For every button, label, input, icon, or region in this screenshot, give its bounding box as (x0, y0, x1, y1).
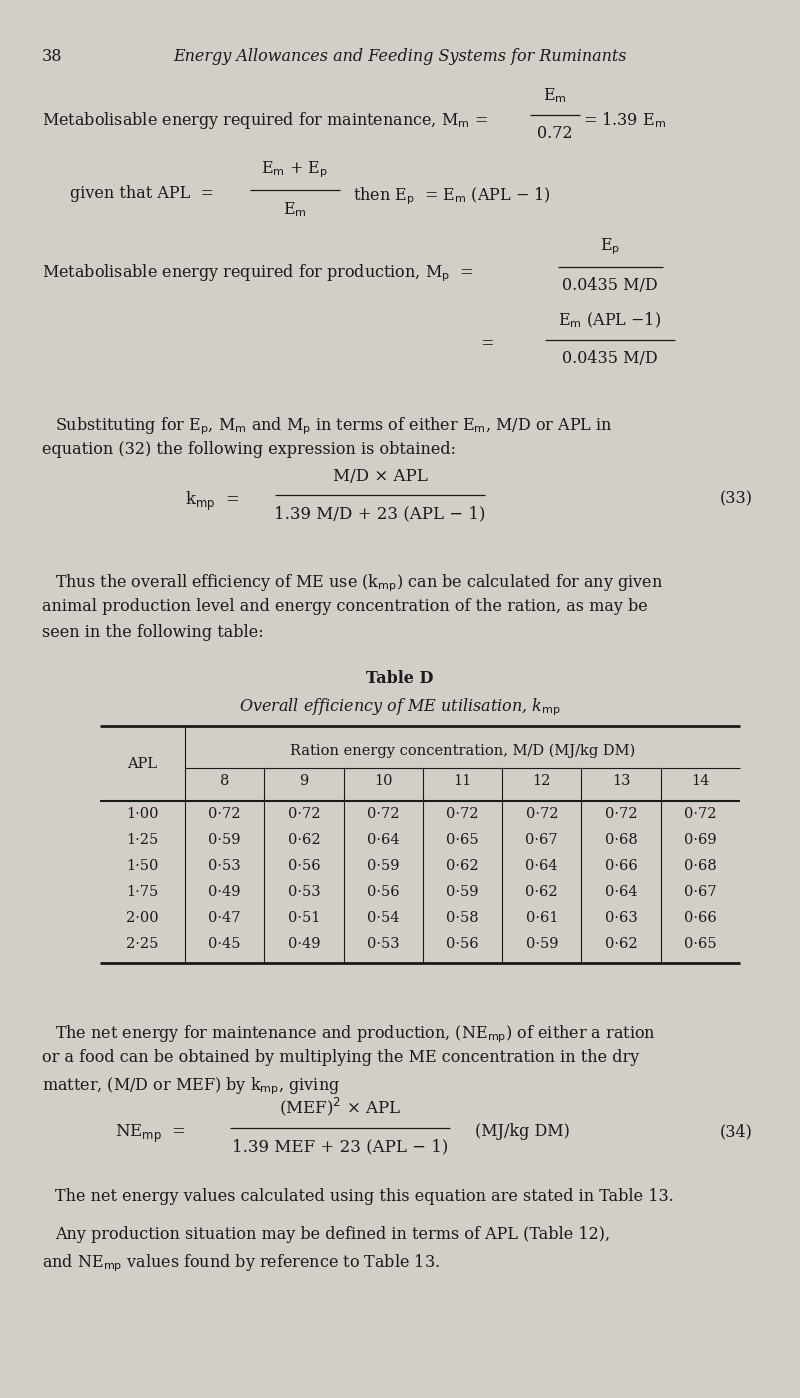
Text: 0.72: 0.72 (537, 124, 573, 143)
Text: 0·62: 0·62 (526, 885, 558, 899)
Text: M/D × APL: M/D × APL (333, 468, 427, 485)
Text: NE$_{\rm mp}$  =: NE$_{\rm mp}$ = (115, 1123, 186, 1145)
Text: Table D: Table D (366, 670, 434, 686)
Text: and NE$_{\rm mp}$ values found by reference to Table 13.: and NE$_{\rm mp}$ values found by refere… (42, 1253, 440, 1274)
Text: Substituting for E$_{\rm p}$, M$_{\rm m}$ and M$_{\rm p}$ in terms of either E$_: Substituting for E$_{\rm p}$, M$_{\rm m}… (55, 415, 613, 436)
Text: 8: 8 (220, 774, 230, 788)
Text: 0·59: 0·59 (367, 858, 399, 872)
Text: 0·59: 0·59 (208, 833, 241, 847)
Text: 0·69: 0·69 (684, 833, 717, 847)
Text: 1.39 MEF + 23 (APL − 1): 1.39 MEF + 23 (APL − 1) (232, 1138, 448, 1155)
Text: 0·72: 0·72 (526, 807, 558, 821)
Text: 0·63: 0·63 (605, 911, 638, 925)
Text: 0·56: 0·56 (288, 858, 320, 872)
Text: 0·56: 0·56 (367, 885, 399, 899)
Text: 0·62: 0·62 (605, 937, 638, 951)
Text: 0·45: 0·45 (208, 937, 241, 951)
Text: 2·00: 2·00 (126, 911, 159, 925)
Text: 0·47: 0·47 (208, 911, 241, 925)
Text: Overall efficiency of ME utilisation, k$_{\rm mp}$: Overall efficiency of ME utilisation, k$… (239, 696, 561, 717)
Text: 0·66: 0·66 (684, 911, 717, 925)
Text: k$_{\rm mp}$  =: k$_{\rm mp}$ = (185, 491, 239, 513)
Text: 0·51: 0·51 (288, 911, 320, 925)
Text: 0·64: 0·64 (367, 833, 399, 847)
Text: 0·59: 0·59 (446, 885, 478, 899)
Text: given that APL  =: given that APL = (70, 185, 214, 201)
Text: 0·72: 0·72 (208, 807, 241, 821)
Text: (MJ/kg DM): (MJ/kg DM) (475, 1123, 570, 1139)
Text: 38: 38 (42, 48, 62, 64)
Text: 0·64: 0·64 (526, 858, 558, 872)
Text: 0·72: 0·72 (605, 807, 638, 821)
Text: (33): (33) (720, 491, 753, 507)
Text: 1·25: 1·25 (126, 833, 158, 847)
Text: 1.39 M/D + 23 (APL − 1): 1.39 M/D + 23 (APL − 1) (274, 505, 486, 521)
Text: Thus the overall efficiency of ME use (k$_{\rm mp}$) can be calculated for any g: Thus the overall efficiency of ME use (k… (55, 572, 663, 594)
Text: 0·49: 0·49 (288, 937, 320, 951)
Text: 0·65: 0·65 (684, 937, 717, 951)
Text: 12: 12 (533, 774, 551, 788)
Text: E$_{\rm m}$ + E$_{\rm p}$: E$_{\rm m}$ + E$_{\rm p}$ (262, 159, 329, 180)
Text: 14: 14 (691, 774, 710, 788)
Text: 0·72: 0·72 (288, 807, 320, 821)
Text: Metabolisable energy required for maintenance, M$_{\rm m}$ =: Metabolisable energy required for mainte… (42, 110, 488, 131)
Text: 0·68: 0·68 (605, 833, 638, 847)
Text: 2·25: 2·25 (126, 937, 158, 951)
Text: 0·66: 0·66 (605, 858, 638, 872)
Text: =: = (480, 336, 494, 352)
Text: 0·62: 0·62 (446, 858, 479, 872)
Text: 0·53: 0·53 (367, 937, 399, 951)
Text: 0·61: 0·61 (526, 911, 558, 925)
Text: E$_{\rm p}$: E$_{\rm p}$ (600, 236, 620, 257)
Text: 0·64: 0·64 (605, 885, 638, 899)
Text: E$_{\rm m}$: E$_{\rm m}$ (283, 200, 307, 218)
Text: 0·62: 0·62 (288, 833, 320, 847)
Text: (34): (34) (720, 1123, 753, 1139)
Text: Energy Allowances and Feeding Systems for Ruminants: Energy Allowances and Feeding Systems fo… (174, 48, 626, 64)
Text: 1·50: 1·50 (126, 858, 158, 872)
Text: E$_{\rm m}$: E$_{\rm m}$ (543, 87, 567, 105)
Text: (MEF)$^2$ × APL: (MEF)$^2$ × APL (279, 1096, 401, 1118)
Text: 9: 9 (299, 774, 309, 788)
Text: animal production level and energy concentration of the ration, as may be: animal production level and energy conce… (42, 598, 648, 615)
Text: 10: 10 (374, 774, 393, 788)
Text: 11: 11 (454, 774, 472, 788)
Text: 1·75: 1·75 (126, 885, 158, 899)
Text: Any production situation may be defined in terms of APL (Table 12),: Any production situation may be defined … (55, 1226, 610, 1243)
Text: The net energy for maintenance and production, (NE$_{\rm mp}$) of either a ratio: The net energy for maintenance and produ… (55, 1023, 656, 1044)
Text: Ration energy concentration, M/D (MJ/kg DM): Ration energy concentration, M/D (MJ/kg … (290, 744, 635, 758)
Text: Metabolisable energy required for production, M$_{\rm p}$  =: Metabolisable energy required for produc… (42, 261, 473, 284)
Text: equation (32) the following expression is obtained:: equation (32) the following expression i… (42, 440, 456, 459)
Text: 0·54: 0·54 (367, 911, 399, 925)
Text: 0·67: 0·67 (684, 885, 717, 899)
Text: 13: 13 (612, 774, 630, 788)
Text: The net energy values calculated using this equation are stated in Table 13.: The net energy values calculated using t… (55, 1188, 674, 1205)
Text: 0·59: 0·59 (526, 937, 558, 951)
Text: 0·67: 0·67 (526, 833, 558, 847)
Text: 0·58: 0·58 (446, 911, 479, 925)
Text: 0·53: 0·53 (288, 885, 320, 899)
Text: 0.0435 M/D: 0.0435 M/D (562, 277, 658, 294)
Text: or a food can be obtained by multiplying the ME concentration in the dry: or a food can be obtained by multiplying… (42, 1048, 639, 1067)
Text: 0·53: 0·53 (208, 858, 241, 872)
Text: 0·68: 0·68 (684, 858, 717, 872)
Text: = 1.39 E$_{\rm m}$: = 1.39 E$_{\rm m}$ (583, 110, 666, 130)
Text: APL: APL (127, 756, 158, 772)
Text: 0·49: 0·49 (208, 885, 241, 899)
Text: 0·56: 0·56 (446, 937, 479, 951)
Text: seen in the following table:: seen in the following table: (42, 624, 264, 642)
Text: E$_{\rm m}$ (APL −1): E$_{\rm m}$ (APL −1) (558, 310, 662, 330)
Text: 0·65: 0·65 (446, 833, 479, 847)
Text: 1·00: 1·00 (126, 807, 158, 821)
Text: 0·72: 0·72 (367, 807, 399, 821)
Text: matter, (M/D or MEF) by k$_{\rm mp}$, giving: matter, (M/D or MEF) by k$_{\rm mp}$, gi… (42, 1075, 340, 1096)
Text: 0·72: 0·72 (446, 807, 478, 821)
Text: 0.0435 M/D: 0.0435 M/D (562, 350, 658, 368)
Text: then E$_{\rm p}$  = E$_{\rm m}$ (APL − 1): then E$_{\rm p}$ = E$_{\rm m}$ (APL − 1) (353, 185, 551, 207)
Text: 0·72: 0·72 (684, 807, 717, 821)
